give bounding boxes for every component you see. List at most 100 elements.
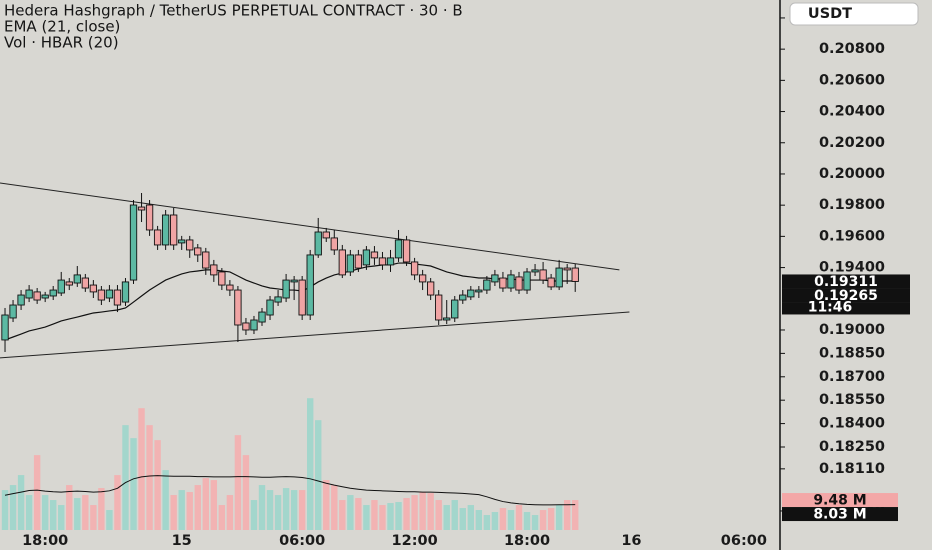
volume-bar bbox=[242, 455, 250, 530]
candle-body bbox=[290, 279, 298, 283]
candle-body bbox=[547, 277, 555, 288]
volume-bar bbox=[98, 488, 105, 530]
candle-body bbox=[186, 239, 194, 251]
candle-body bbox=[178, 239, 186, 244]
candle-body bbox=[354, 254, 363, 269]
volume-bar bbox=[186, 492, 193, 530]
candle-body bbox=[218, 271, 226, 286]
volume-bar bbox=[443, 505, 450, 530]
candle-body bbox=[194, 247, 202, 256]
volume-bar bbox=[507, 510, 515, 530]
currency-button[interactable] bbox=[789, 2, 919, 26]
y-tick-label: 0.20600 bbox=[819, 72, 885, 88]
volume-bar bbox=[563, 500, 571, 530]
volume-bar bbox=[178, 490, 185, 530]
candle-body bbox=[459, 294, 467, 301]
volume-bar bbox=[106, 510, 113, 530]
y-tick-label: 0.20200 bbox=[819, 135, 885, 151]
volume-bar bbox=[194, 485, 201, 530]
volume-bar bbox=[9, 485, 17, 530]
volume-bar bbox=[1, 490, 9, 530]
candle-body bbox=[65, 281, 73, 286]
volume-bar bbox=[66, 485, 73, 530]
volume-bar bbox=[379, 505, 386, 530]
volume-bar bbox=[218, 505, 226, 530]
candle-body bbox=[378, 257, 387, 266]
volume-bar bbox=[451, 500, 458, 530]
volume-bar bbox=[226, 495, 234, 530]
candle-body bbox=[282, 279, 290, 299]
volume-bar bbox=[411, 495, 418, 530]
volume-bar bbox=[395, 502, 402, 530]
candle-body bbox=[443, 317, 451, 321]
candle-body bbox=[161, 214, 170, 246]
candle-body bbox=[137, 206, 146, 211]
candle-body bbox=[234, 289, 242, 326]
candle-body bbox=[418, 274, 427, 283]
price-tag-label: 0.19265 bbox=[814, 288, 878, 304]
volume-bar bbox=[146, 425, 153, 530]
volume-bar bbox=[25, 495, 33, 530]
volume-bar bbox=[170, 495, 177, 530]
volume-bar bbox=[50, 500, 57, 530]
candle-body bbox=[258, 311, 266, 323]
y-tick-label: 0.19600 bbox=[819, 228, 885, 244]
y-tick-label: 0.20800 bbox=[819, 41, 885, 57]
volume-bar bbox=[523, 512, 531, 530]
trendline bbox=[0, 182, 620, 271]
plot-area bbox=[0, 182, 630, 530]
candle-body bbox=[25, 289, 33, 299]
volume-bar bbox=[475, 510, 483, 530]
candle-body bbox=[57, 279, 65, 294]
volume-bar bbox=[323, 480, 330, 530]
candle-body bbox=[322, 231, 330, 239]
volume-bar bbox=[274, 495, 282, 530]
candle-body bbox=[226, 284, 234, 291]
candle-body bbox=[499, 277, 507, 289]
price-tag-label: 0.19311 bbox=[814, 274, 878, 290]
currency-label[interactable]: USDT bbox=[808, 6, 852, 22]
volume-bar bbox=[17, 475, 25, 530]
volume-bar bbox=[467, 505, 475, 530]
volume-bar bbox=[138, 408, 145, 530]
candle-body bbox=[1, 314, 9, 341]
candle-body bbox=[402, 239, 411, 263]
ema-line bbox=[4, 262, 576, 341]
volume-bar bbox=[306, 398, 314, 530]
volume-bar bbox=[298, 490, 306, 530]
volume-bar bbox=[459, 508, 466, 530]
volume-bar bbox=[572, 500, 579, 530]
y-tick-label: 0.18400 bbox=[819, 416, 885, 432]
candle-body bbox=[242, 322, 250, 331]
candle-body bbox=[113, 289, 122, 306]
volume-tag-label: 8.03 M bbox=[813, 507, 866, 523]
volume-bar bbox=[82, 495, 89, 530]
volume-bar bbox=[435, 500, 442, 530]
y-tick-label: 0.18250 bbox=[819, 439, 885, 455]
price-tag bbox=[782, 274, 910, 289]
volume-bar bbox=[419, 492, 426, 530]
candle-body bbox=[491, 274, 499, 283]
candle-body bbox=[435, 294, 443, 321]
volume-bar bbox=[114, 475, 121, 530]
candle-body bbox=[298, 279, 306, 316]
volume-bar bbox=[515, 505, 523, 530]
candle-body bbox=[451, 299, 459, 319]
volume-bar bbox=[555, 505, 563, 530]
candle-body bbox=[9, 304, 17, 319]
candle-body bbox=[129, 204, 138, 281]
candle-body bbox=[153, 229, 162, 246]
candle-body bbox=[515, 276, 523, 291]
candle-body bbox=[81, 277, 89, 289]
volume-bar bbox=[234, 435, 242, 530]
volume-bar bbox=[387, 503, 394, 530]
y-tick-label: 0.19400 bbox=[819, 260, 885, 276]
candle-body bbox=[250, 319, 258, 331]
candle-body bbox=[330, 237, 338, 251]
candle-body bbox=[41, 294, 49, 299]
x-tick-label: 16 bbox=[621, 533, 641, 549]
candle-body bbox=[571, 267, 579, 282]
candle-body bbox=[555, 267, 563, 288]
